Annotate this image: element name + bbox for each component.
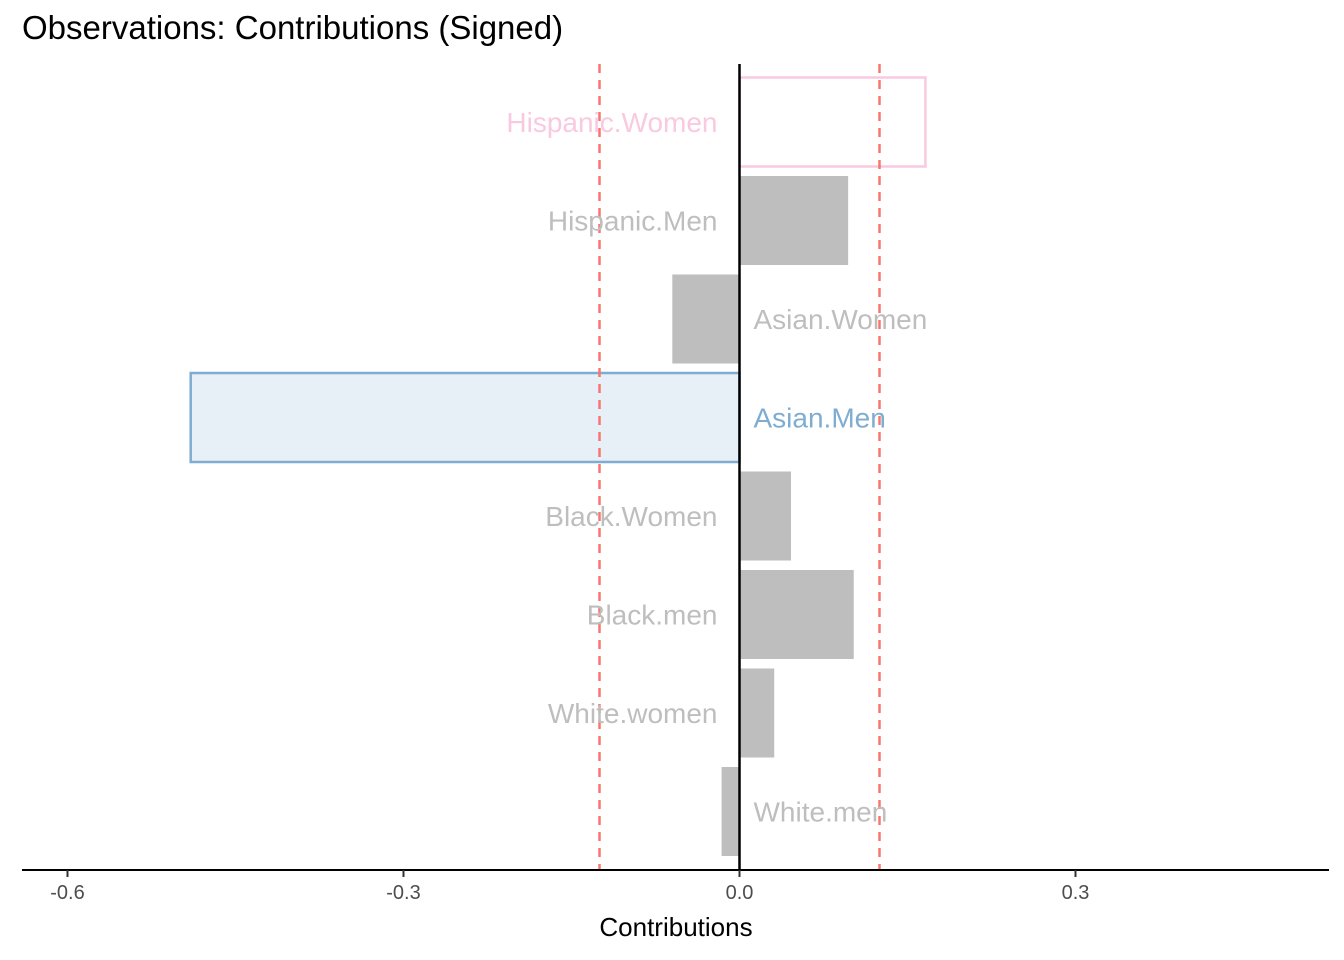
bars-layer — [189, 76, 927, 856]
chart-title: Observations: Contributions (Signed) — [22, 9, 564, 46]
bar-label-hispanic-women: Hispanic.Women — [506, 107, 717, 138]
x-tick-label: 0.0 — [726, 882, 754, 904]
bar-black-men — [739, 570, 854, 659]
bar-label-hispanic-men: Hispanic.Men — [548, 206, 718, 237]
bar-hispanic-men — [739, 176, 849, 265]
bar-black-women — [739, 471, 792, 561]
bar-label-white-men: White.men — [754, 797, 888, 828]
bar-label-asian-women: Asian.Women — [754, 304, 928, 335]
bar-label-black-men: Black.men — [587, 600, 718, 631]
threshold-lines-layer — [598, 64, 881, 870]
bar-white-women — [739, 668, 775, 758]
x-axis-title: Contributions — [599, 912, 752, 942]
bar-asian-men — [189, 371, 741, 464]
x-tick-label: -0.3 — [386, 882, 420, 904]
bar-asian-women — [672, 274, 740, 364]
bar-hispanic-women — [738, 76, 927, 168]
x-axis: -0.6 -0.3 0.0 0.3 — [22, 869, 1329, 904]
bar-label-asian-men: Asian.Men — [754, 403, 886, 434]
bar-label-black-women: Black.Women — [545, 501, 717, 532]
x-tick-label: -0.6 — [50, 882, 84, 904]
bar-label-white-women: White.women — [548, 698, 718, 729]
x-tick-label: 0.3 — [1062, 882, 1090, 904]
bar-labels-layer: Hispanic.Women Hispanic.Men Asian.Women Asi… — [506, 107, 927, 828]
bar-white-men — [721, 767, 740, 856]
